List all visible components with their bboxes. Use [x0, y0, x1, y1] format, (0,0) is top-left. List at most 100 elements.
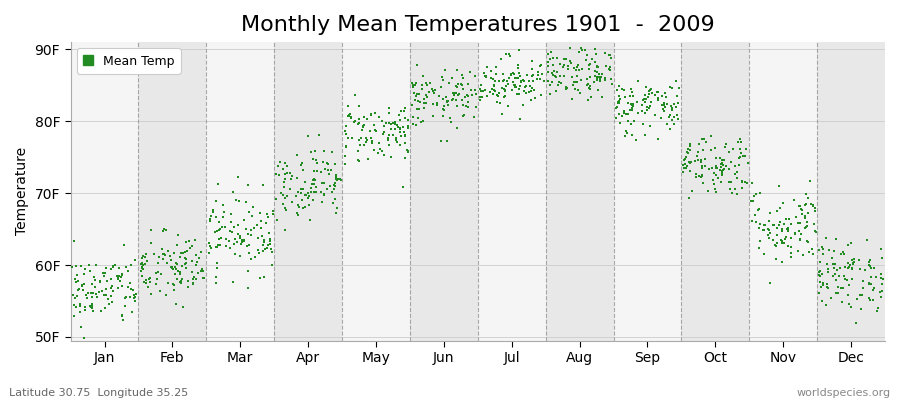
Point — [69, 304, 84, 311]
Point — [871, 305, 886, 311]
Point — [151, 268, 166, 275]
Point — [69, 293, 84, 299]
Point — [583, 83, 598, 89]
Point — [856, 285, 870, 291]
Point — [502, 51, 517, 58]
Point — [575, 66, 590, 72]
Point — [847, 256, 861, 262]
Point — [325, 149, 339, 155]
Point — [263, 240, 277, 247]
Point — [498, 86, 512, 92]
Point — [631, 110, 645, 116]
Point — [774, 240, 788, 246]
Point — [671, 116, 686, 122]
Bar — [817, 42, 885, 340]
Point — [526, 66, 540, 72]
Point — [265, 262, 279, 268]
Point — [455, 113, 470, 119]
Point — [650, 89, 664, 95]
Point — [490, 91, 504, 98]
Point — [792, 203, 806, 209]
Point — [510, 75, 525, 81]
Point — [544, 78, 559, 85]
Point — [121, 268, 135, 274]
Point — [757, 250, 771, 257]
Point — [522, 88, 536, 95]
Point — [456, 102, 471, 108]
Point — [108, 262, 122, 268]
Point — [779, 226, 794, 232]
Point — [776, 200, 790, 206]
Point — [640, 104, 654, 111]
Point — [97, 273, 112, 280]
Point — [541, 78, 555, 84]
Point — [167, 264, 182, 270]
Point — [680, 149, 695, 155]
Y-axis label: Temperature: Temperature — [15, 147, 29, 236]
Point — [876, 276, 890, 282]
Point — [203, 243, 218, 250]
Point — [835, 299, 850, 305]
Point — [291, 202, 305, 208]
Point — [626, 102, 640, 109]
Point — [205, 207, 220, 214]
Point — [135, 255, 149, 261]
Point — [500, 103, 515, 110]
Point — [117, 241, 131, 248]
Point — [241, 231, 256, 238]
Point — [230, 174, 245, 180]
Point — [621, 100, 635, 106]
Point — [561, 62, 575, 69]
Point — [449, 103, 464, 110]
Point — [855, 278, 869, 285]
Point — [251, 234, 266, 241]
Point — [727, 171, 742, 177]
Point — [759, 222, 773, 228]
Point — [256, 274, 271, 280]
Point — [331, 176, 346, 182]
Point — [188, 237, 202, 243]
Point — [381, 137, 395, 144]
Point — [747, 193, 761, 200]
Point — [284, 186, 298, 192]
Point — [736, 152, 751, 159]
Point — [808, 229, 823, 235]
Point — [767, 222, 781, 228]
Point — [625, 102, 639, 108]
Bar — [614, 42, 681, 340]
Point — [655, 93, 670, 99]
Point — [793, 206, 807, 212]
Point — [463, 69, 477, 75]
Point — [244, 256, 258, 262]
Point — [77, 306, 92, 313]
Point — [75, 281, 89, 288]
Point — [357, 114, 372, 120]
Point — [570, 64, 584, 70]
Point — [691, 172, 706, 179]
Point — [821, 269, 835, 276]
Point — [348, 118, 363, 124]
Point — [464, 87, 479, 94]
Point — [528, 94, 543, 101]
Point — [598, 63, 613, 69]
Point — [724, 190, 739, 196]
Point — [708, 164, 723, 171]
Point — [85, 294, 99, 300]
Point — [273, 158, 287, 165]
Point — [460, 92, 474, 98]
Bar — [545, 42, 614, 340]
Point — [298, 192, 312, 199]
Point — [456, 112, 471, 118]
Point — [468, 104, 482, 110]
Point — [797, 225, 812, 232]
Point — [256, 182, 270, 188]
Point — [174, 280, 188, 286]
Point — [88, 262, 103, 268]
Point — [676, 169, 690, 175]
Point — [363, 128, 377, 134]
Point — [184, 258, 199, 264]
Point — [209, 214, 223, 220]
Point — [488, 78, 502, 84]
Point — [171, 268, 185, 274]
Point — [615, 113, 629, 120]
